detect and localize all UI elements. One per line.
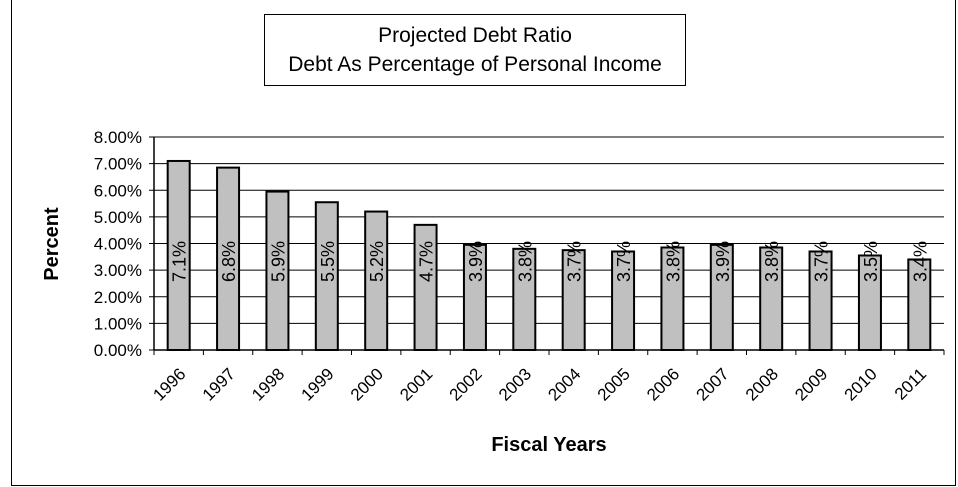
data-label: 5.9% (268, 241, 288, 282)
x-tick-labels: 1996 1997 1998 1999 2000 2001 2002 2003 2004 2005… (149, 364, 930, 404)
data-label: 3.8% (515, 241, 535, 282)
y-tick-label: 4.00% (94, 235, 142, 254)
data-label: 3.5% (861, 241, 881, 282)
data-label: 6.8% (219, 241, 239, 282)
x-tick-label: 2009 (791, 364, 831, 404)
y-tick-label: 2.00% (94, 288, 142, 307)
data-label: 7.1% (170, 241, 190, 282)
axes (149, 136, 945, 355)
data-label: 3.8% (663, 241, 683, 282)
bars (166, 159, 932, 352)
y-axis-title: Percent (41, 207, 63, 281)
data-label: 4.7% (417, 241, 437, 282)
x-tick-label: 1999 (297, 364, 337, 404)
x-tick-label: 2003 (495, 364, 535, 404)
y-tick-label: 3.00% (94, 261, 142, 280)
x-tick-label: 1998 (248, 364, 288, 404)
y-tick-label: 5.00% (94, 208, 142, 227)
x-tick-label: 2008 (742, 364, 782, 404)
data-label: 3.8% (762, 241, 782, 282)
x-tick-label: 1997 (199, 364, 239, 404)
y-tick-label: 6.00% (94, 181, 142, 200)
x-tick-label: 2001 (396, 364, 436, 404)
chart-frame (11, 0, 956, 486)
chart-subtitle: Debt As Percentage of Personal Income (288, 53, 662, 76)
data-label: 5.2% (367, 241, 387, 282)
x-tick-label: 1996 (149, 364, 189, 404)
data-label: 3.7% (565, 241, 585, 282)
data-label: 3.9% (713, 241, 733, 282)
data-label: 3.7% (812, 241, 832, 282)
x-tick-label: 2006 (643, 364, 683, 404)
data-labels: 7.1% 6.8% 5.9% 5.5% 5.2% 4.7% 3.9% 3.8% 3.7% 3.7%… (170, 241, 931, 282)
x-tick-label: 2005 (594, 364, 634, 404)
x-tick-label: 2004 (544, 364, 584, 404)
data-label: 3.4% (910, 241, 930, 282)
chart-title: Projected Debt Ratio (378, 24, 572, 47)
x-axis-title: Fiscal Years (491, 434, 606, 456)
y-tick-label: 7.00% (94, 155, 142, 174)
chart-title-box: Projected Debt Ratio Debt As Percentage … (264, 14, 686, 86)
y-tick-label: 8.00% (94, 128, 142, 147)
data-label: 5.5% (318, 241, 338, 282)
y-tick-label: 0.00% (94, 341, 142, 360)
x-tick-label: 2011 (891, 364, 930, 403)
x-tick-label: 2002 (446, 364, 486, 404)
x-tick-label: 2007 (692, 364, 732, 404)
y-tick-labels: 0.00% 1.00% 2.00% 3.00% 4.00% 5.00% 6.00% 7.00%… (94, 128, 142, 360)
data-label: 3.9% (466, 241, 486, 282)
x-tick-label: 2010 (841, 364, 881, 404)
data-label: 3.7% (614, 241, 634, 282)
y-tick-label: 1.00% (94, 314, 142, 333)
x-tick-label: 2000 (347, 364, 387, 404)
